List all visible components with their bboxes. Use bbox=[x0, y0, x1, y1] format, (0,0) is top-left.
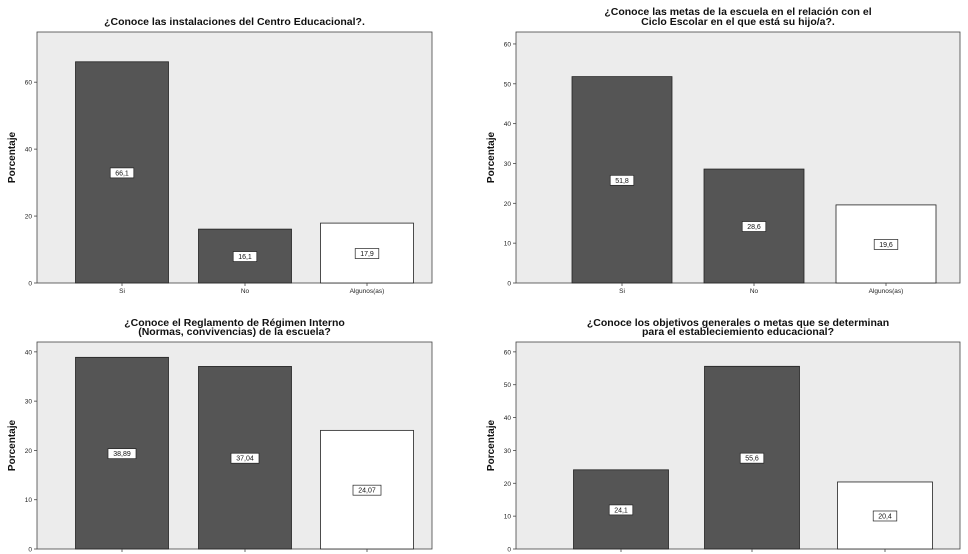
y-tick-label: 30 bbox=[504, 161, 512, 168]
data-label: 66,1 bbox=[115, 170, 129, 177]
chart-panel-1: ¿Conoce las instalaciones del Centro Edu… bbox=[7, 16, 433, 295]
y-tick-label: 0 bbox=[507, 281, 511, 288]
y-tick-label: 20 bbox=[25, 214, 33, 221]
y-tick-label: 20 bbox=[504, 201, 512, 208]
y-tick-label: 50 bbox=[504, 81, 512, 88]
chart-title-line-2: Ciclo Escolar en el que está su hijo/a?. bbox=[641, 16, 835, 28]
data-label-box bbox=[107, 448, 137, 460]
chart-title-line-1: ¿Conoce los objetivos generales o metas … bbox=[587, 317, 889, 329]
chart-title-line-1: ¿Conoce las metas de la escuela en el re… bbox=[604, 6, 871, 18]
y-tick-label: 0 bbox=[507, 547, 511, 554]
x-tick-label: Algunos(as) bbox=[350, 288, 385, 295]
data-label: 24,07 bbox=[358, 488, 376, 495]
chart-panel-3: ¿Conoce el Reglamento de Régimen Interno… bbox=[7, 317, 433, 554]
y-tick-label: 60 bbox=[504, 41, 512, 48]
y-tick-label: 60 bbox=[504, 349, 512, 356]
data-label: 55,6 bbox=[745, 456, 759, 463]
data-label: 38,89 bbox=[113, 451, 131, 458]
data-label: 24,1 bbox=[614, 507, 628, 514]
data-label-box bbox=[109, 167, 135, 179]
data-label: 19,6 bbox=[879, 242, 893, 249]
x-tick-label: No bbox=[750, 288, 759, 295]
data-label-box bbox=[609, 174, 635, 186]
data-label: 51,8 bbox=[615, 178, 629, 185]
y-tick-label: 20 bbox=[25, 448, 33, 455]
chart-title-line-2: para el estableciemiento educacional? bbox=[642, 326, 834, 338]
y-tick-label: 30 bbox=[25, 399, 33, 406]
x-tick-label: Si bbox=[619, 288, 625, 295]
y-tick-label: 40 bbox=[25, 147, 33, 154]
x-tick-label: No bbox=[241, 288, 250, 295]
data-label-box bbox=[873, 239, 899, 250]
data-label-box bbox=[741, 221, 767, 232]
chart-panel-2: ¿Conoce las metas de la escuela en el re… bbox=[486, 6, 961, 295]
data-label-box bbox=[872, 510, 898, 522]
y-tick-label: 10 bbox=[25, 497, 33, 504]
bar-algunosas bbox=[835, 204, 937, 284]
y-tick-label: 10 bbox=[504, 514, 512, 521]
data-label-box bbox=[354, 248, 380, 259]
data-label: 17,9 bbox=[360, 251, 374, 258]
chart-title-line-1: ¿Conoce el Reglamento de Régimen Interno bbox=[124, 317, 345, 329]
y-tick-label: 40 bbox=[25, 349, 33, 356]
data-label-box bbox=[739, 452, 765, 464]
y-axis-label: Porcentaje bbox=[486, 419, 497, 471]
data-label-box bbox=[230, 452, 260, 464]
data-label-box bbox=[608, 504, 634, 516]
chart-title-line-2: (Normas, convivencias) de la escuela? bbox=[138, 326, 331, 338]
y-axis-label: Porcentaje bbox=[486, 131, 497, 183]
y-tick-label: 40 bbox=[504, 121, 512, 128]
y-tick-label: 10 bbox=[504, 241, 512, 248]
y-axis-label: Porcentaje bbox=[7, 131, 18, 183]
data-label: 37,04 bbox=[236, 456, 254, 463]
data-label: 16,1 bbox=[238, 254, 252, 261]
data-label-box bbox=[232, 251, 258, 262]
y-tick-label: 0 bbox=[28, 547, 32, 554]
y-tick-label: 30 bbox=[504, 448, 512, 455]
chart-panel-4: ¿Conoce los objetivos generales o metas … bbox=[486, 317, 961, 554]
y-axis-label: Porcentaje bbox=[7, 419, 18, 471]
data-label: 20,4 bbox=[878, 513, 892, 520]
y-tick-label: 50 bbox=[504, 382, 512, 389]
chart-title-line-1: ¿Conoce las instalaciones del Centro Edu… bbox=[104, 16, 365, 28]
y-tick-label: 20 bbox=[504, 481, 512, 488]
y-tick-label: 40 bbox=[504, 415, 512, 422]
x-tick-label: Algunos(as) bbox=[869, 288, 904, 295]
data-label: 28,6 bbox=[747, 224, 761, 231]
data-label-box bbox=[352, 484, 382, 496]
y-tick-label: 60 bbox=[25, 80, 33, 87]
y-tick-label: 0 bbox=[28, 281, 32, 288]
x-tick-label: Si bbox=[119, 288, 125, 295]
